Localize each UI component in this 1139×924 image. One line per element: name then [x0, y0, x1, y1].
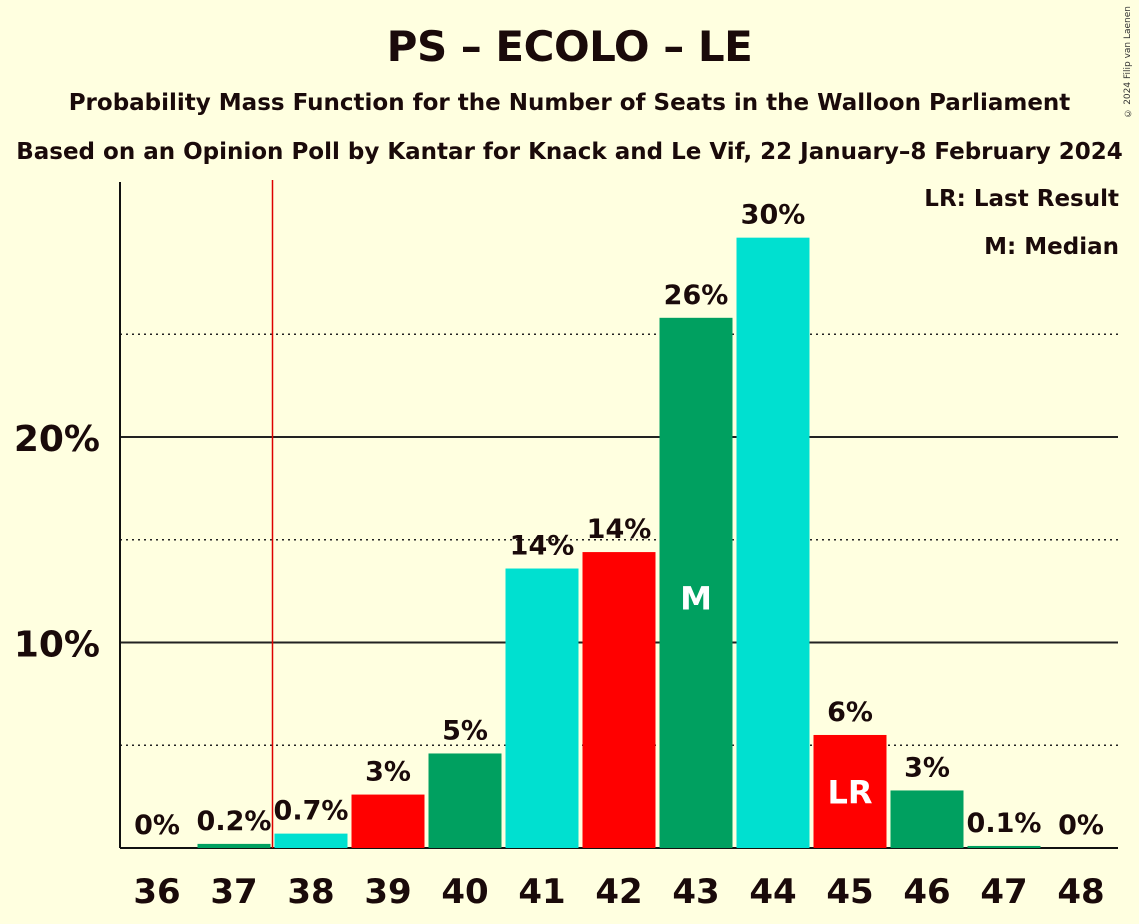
x-tick-label: 39	[364, 872, 411, 912]
data-label: 30%	[741, 200, 806, 231]
x-tick-label: 36	[133, 872, 180, 912]
chart-subtitle-source: Based on an Opinion Poll by Kantar for K…	[16, 139, 1123, 165]
data-label: 14%	[587, 514, 652, 545]
data-label: 0%	[134, 810, 180, 841]
legend-median: M: Median	[984, 234, 1119, 260]
bar-seat-37	[197, 843, 271, 848]
data-label: 5%	[442, 715, 488, 746]
data-label: 6%	[827, 697, 873, 728]
data-label: 3%	[904, 752, 950, 783]
x-tick-label: 42	[595, 872, 642, 912]
x-tick-label: 41	[518, 872, 565, 912]
data-label: 0.2%	[197, 806, 272, 837]
x-tick-label: 48	[1057, 872, 1104, 912]
y-tick-label: 20%	[14, 419, 100, 460]
bar-seat-38	[274, 833, 348, 848]
chart-title: PS – ECOLO – LE	[386, 22, 753, 71]
x-tick-label: 47	[980, 872, 1027, 912]
bar-seat-44	[736, 237, 810, 849]
y-tick-label: 10%	[14, 625, 100, 666]
bar-seat-40	[428, 753, 502, 848]
x-tick-label: 46	[903, 872, 950, 912]
x-tick-label: 38	[287, 872, 334, 912]
data-label: 0%	[1058, 810, 1104, 841]
legend-last-result: LR: Last Result	[924, 186, 1119, 212]
bar-seat-45	[813, 734, 887, 848]
x-tick-label: 43	[672, 872, 719, 912]
chart-subtitle: Probability Mass Function for the Number…	[68, 90, 1071, 116]
bar-seat-41	[505, 568, 579, 848]
data-label: 26%	[664, 280, 729, 311]
data-label: 3%	[365, 757, 411, 788]
last-result-marker: LR	[827, 773, 872, 811]
bar-seat-46	[890, 790, 964, 848]
x-tick-label: 37	[210, 872, 257, 912]
x-tick-label: 44	[749, 872, 796, 912]
data-label: 0.1%	[967, 808, 1042, 839]
bar-seat-47	[967, 845, 1041, 848]
x-tick-label: 45	[826, 872, 873, 912]
data-label: 14%	[510, 531, 575, 562]
data-label: 0.7%	[274, 796, 349, 827]
bar-seat-43	[659, 317, 733, 848]
x-tick-label: 40	[441, 872, 488, 912]
median-marker: M	[680, 580, 712, 618]
bar-seat-42	[582, 552, 656, 848]
bar-seat-39	[351, 794, 425, 848]
